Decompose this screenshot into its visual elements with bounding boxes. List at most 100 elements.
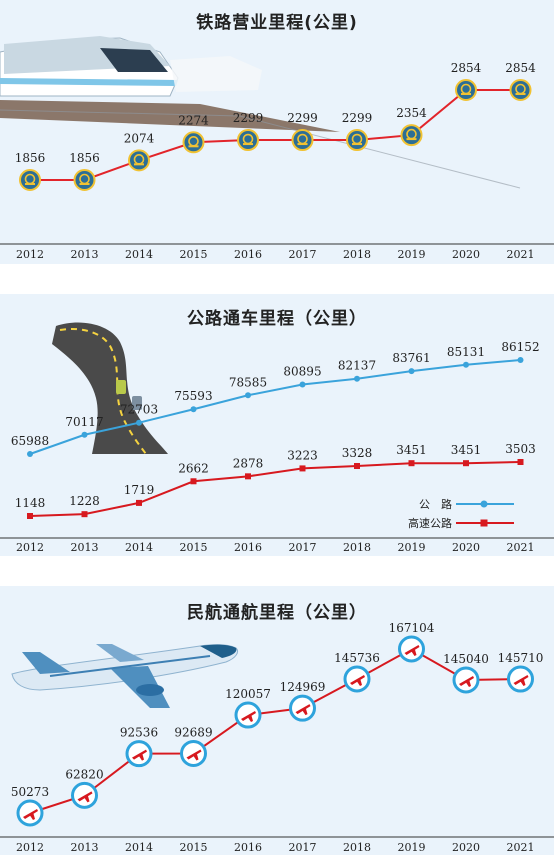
expressway-point	[408, 460, 415, 467]
railway-logo-icon	[19, 169, 41, 191]
highway-point	[245, 392, 251, 399]
aviation-chart-title: 民航通航里程（公里）	[187, 603, 367, 623]
railway-logo-icon	[455, 79, 477, 101]
x-tick-label: 2014	[125, 541, 153, 554]
aviation-data-label: 145736	[334, 651, 380, 665]
x-tick-label: 2020	[452, 541, 480, 554]
expressway-point	[81, 511, 88, 518]
highway-point	[517, 357, 524, 363]
legend-marker-highway	[480, 500, 488, 508]
railway-logo-icon	[182, 131, 205, 154]
railway-chart-panel: 铁路营业里程(公里) 1856 1856 2074 2274 2299 2299 2299 2…	[0, 0, 554, 264]
highway-point	[136, 419, 142, 426]
highway-data-label: 72703	[120, 403, 158, 417]
highway-point	[463, 361, 469, 368]
x-tick-label: 2017	[289, 841, 317, 854]
aviation-chart: 50273 62820 92536 92689 120057 124969 145736 16…	[0, 621, 554, 854]
x-tick-label: 2016	[234, 541, 262, 554]
railway-data-label: 2274	[178, 113, 209, 127]
x-tick-label: 2015	[180, 541, 208, 554]
aviation-data-label: 62820	[65, 767, 103, 781]
aviation-data-label: 92689	[174, 725, 212, 739]
expressway-data-label: 1228	[69, 494, 100, 508]
expressway-data-label: 2662	[178, 461, 209, 475]
airplane-icon	[343, 665, 371, 693]
aviation-data-label: 167104	[389, 621, 435, 635]
railway-series-line	[30, 89, 521, 181]
x-tick-label: 2013	[71, 841, 99, 854]
x-tick-label: 2016	[234, 841, 262, 854]
expressway-data-label: 1719	[124, 483, 155, 497]
expressway-point	[463, 460, 469, 467]
highway-chart-title: 公路通车里程（公里）	[187, 309, 367, 329]
highway-point	[27, 451, 33, 457]
highway-data-label: 78585	[229, 375, 267, 389]
railway-data-label: 1856	[69, 151, 100, 165]
railway-logo-icon	[291, 129, 314, 152]
railway-data-label: 1856	[15, 151, 46, 165]
aviation-data-label: 120057	[225, 687, 271, 701]
highway-point	[299, 381, 306, 388]
highway-data-label: 70117	[65, 415, 103, 429]
aviation-chart-panel: 民航通航里程（公里） 50273 62820 92536 92689 120057 124…	[0, 586, 554, 855]
highway-data-label: 83761	[392, 351, 430, 365]
expressway-data-label: 3223	[287, 448, 318, 462]
aviation-data-label: 92536	[120, 726, 158, 740]
train-icon	[0, 36, 521, 189]
expressway-point	[299, 465, 306, 472]
airplane-icon	[16, 799, 44, 827]
expressway-data-label: 1148	[15, 496, 46, 510]
highway-series-line	[29, 359, 521, 455]
x-tick-label: 2021	[507, 841, 535, 854]
x-tick-label: 2014	[125, 248, 153, 261]
expressway-point	[190, 478, 197, 485]
airplane-icon	[125, 740, 153, 768]
expressway-data-label: 3503	[505, 442, 536, 456]
railway-chart: 1856 1856 2074 2274 2299 2299 2299 2354 2854 2854…	[0, 36, 554, 261]
airliner-icon	[11, 644, 239, 708]
x-tick-label: 2020	[452, 841, 480, 854]
aviation-data-label: 124969	[280, 680, 326, 694]
x-tick-label: 2018	[343, 541, 371, 554]
x-tick-label: 2015	[180, 841, 208, 854]
x-tick-label: 2021	[507, 541, 535, 554]
aviation-data-label: 145710	[498, 651, 544, 665]
x-tick-label: 2012	[16, 541, 44, 554]
expressway-data-label: 3451	[396, 443, 427, 457]
highway-chart: 65988 70117 72703 75593 78585 80895 82137 83761…	[0, 322, 554, 554]
x-tick-label: 2015	[180, 248, 208, 261]
highway-road-icon	[52, 322, 168, 455]
x-tick-label: 2017	[289, 248, 317, 261]
highway-point	[81, 431, 88, 438]
railway-logo-icon	[346, 129, 368, 152]
airplane-icon	[180, 739, 207, 767]
x-tick-label: 2018	[343, 841, 371, 854]
expressway-point	[27, 513, 33, 519]
expressway-point	[136, 499, 142, 506]
highway-data-label: 80895	[283, 365, 321, 379]
x-tick-label: 2016	[234, 248, 262, 261]
x-tick-label: 2019	[398, 841, 426, 854]
airplane-icon	[398, 635, 425, 663]
airplane-icon	[289, 694, 316, 722]
railway-logo-icon	[128, 149, 150, 172]
expressway-point	[517, 459, 524, 465]
x-tick-label: 2013	[71, 541, 99, 554]
legend-marker-expressway	[480, 519, 488, 527]
x-tick-label: 2014	[125, 841, 153, 854]
highway-point	[354, 375, 360, 382]
airplane-icon	[507, 665, 534, 693]
x-tick-label: 2012	[16, 248, 44, 261]
x-tick-label: 2020	[452, 248, 480, 261]
legend-label-expressway: 高速公路	[408, 516, 452, 530]
expressway-point	[354, 463, 360, 470]
expressway-series-line	[29, 461, 521, 517]
highway-data-label: 85131	[447, 345, 485, 359]
railway-data-label: 2299	[342, 111, 373, 125]
airplane-icon	[71, 781, 98, 809]
x-tick-label: 2021	[507, 248, 535, 261]
highway-chart-panel: 公路通车里程（公里） 65988 70117 72703 75593 78585 8089…	[0, 294, 554, 556]
railway-data-label: 2299	[287, 111, 318, 125]
expressway-data-label: 3451	[451, 443, 482, 457]
railway-logo-icon	[237, 129, 259, 152]
